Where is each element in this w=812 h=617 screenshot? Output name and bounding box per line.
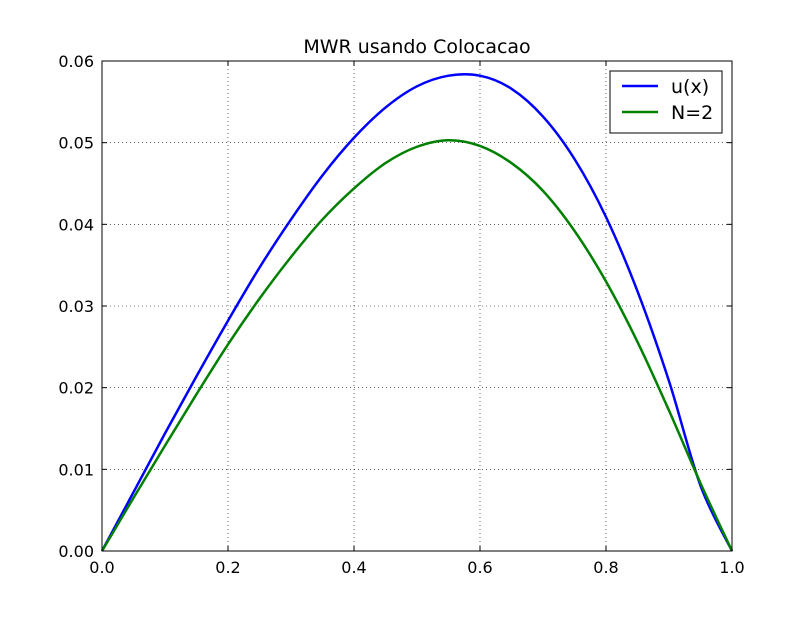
x-tick-label: 0.4: [341, 558, 366, 577]
x-tick-label: 0.0: [89, 558, 114, 577]
y-tick-label: 0.02: [58, 379, 94, 398]
y-tick-label: 0.06: [58, 52, 94, 71]
legend: u(x) N=2: [609, 70, 723, 134]
y-tick-label: 0.05: [58, 134, 94, 153]
x-tick-label: 0.2: [215, 558, 240, 577]
y-tick-label: 0.03: [58, 297, 94, 316]
legend-label-0: u(x): [671, 76, 709, 98]
x-tick-label: 1.0: [719, 558, 744, 577]
series-layer: [100, 72, 734, 552]
plot-frame: [101, 60, 733, 552]
grid-layer: [101, 60, 733, 552]
series-line-1: [100, 138, 734, 552]
tick-label-layer: 0.0 0.2 0.4 0.6 0.8 1.0 0.00 0.01 0.02 0.03 0.04 0.…: [58, 52, 744, 577]
legend-box: [609, 70, 723, 134]
chart-title: MWR usando Colocacao: [303, 36, 530, 58]
y-tick-label: 0.01: [58, 460, 94, 479]
x-tick-label: 0.8: [593, 558, 618, 577]
tick-layer: [101, 60, 733, 552]
legend-label-1: N=2: [671, 102, 713, 124]
y-tick-label: 0.00: [58, 542, 94, 561]
series-line-0: [100, 72, 734, 552]
x-tick-label: 0.6: [467, 558, 492, 577]
y-tick-label: 0.04: [58, 215, 94, 234]
